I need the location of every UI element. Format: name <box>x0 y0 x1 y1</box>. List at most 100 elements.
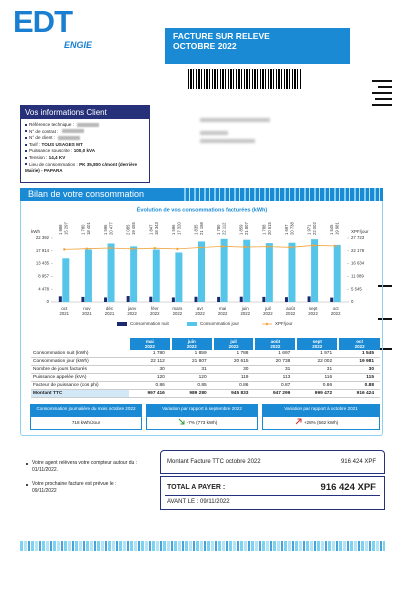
x-tick-label: févr <box>151 306 159 311</box>
cell: 0.86 <box>296 381 339 390</box>
y2-tick-label: 0 <box>351 299 354 304</box>
line-point <box>108 246 111 250</box>
brand: ENGIE <box>64 40 93 50</box>
value-label: 1 988 <box>58 224 63 235</box>
row-label: Consommation jour (kWh) <box>31 357 129 366</box>
x-tick-year: 2022 <box>218 311 228 316</box>
client-field: Lieu de consommation : PK 35,800 c/mont … <box>25 162 145 175</box>
cell: 21 807 <box>170 357 213 366</box>
client-field: Tension : 14,4 KV <box>25 155 145 162</box>
value-label: 1 847 <box>148 224 153 235</box>
line-point <box>63 248 66 251</box>
column-month: juin <box>187 339 196 344</box>
mark <box>372 92 392 94</box>
column-month: sept <box>312 339 322 344</box>
y2-tick-label: 5 545 <box>351 286 362 291</box>
cell: 20 738 <box>254 357 297 366</box>
note: Votre agent relèvera votre compteur auto… <box>26 460 142 474</box>
bar <box>81 296 85 302</box>
cell: 1 780 <box>129 350 171 358</box>
value-label: 20 738 <box>289 222 294 235</box>
mark <box>372 80 392 82</box>
indicator-title: Consommation journalière du mois octobre… <box>31 405 141 417</box>
down-arrow <box>178 418 185 425</box>
table-row: Consommation nuit (kWh) 1 780 1 859 1 788 1 … <box>31 350 380 358</box>
x-tick-year: 2021 <box>82 311 92 316</box>
bar <box>107 243 115 302</box>
value-label: 1 788 <box>261 224 266 235</box>
bar <box>333 244 341 302</box>
y2-tick-label: 16 634 <box>351 261 365 266</box>
cell: 31 <box>170 365 213 374</box>
mark <box>378 348 392 350</box>
indicator: Variation par rapport à septembre 2022 -… <box>146 404 258 430</box>
y2-axis-label: XPF/jour <box>351 229 369 234</box>
legend-label: Consommation nuit <box>130 321 170 326</box>
field-value: PK 35,800 c/mont (derrière Mairie) - PAP… <box>25 161 138 174</box>
bar <box>104 297 108 302</box>
header-box: FACTURE SUR RELEVE OCTOBRE 2022 <box>165 28 350 64</box>
line-point <box>153 247 156 250</box>
cell: 30 <box>212 365 255 374</box>
value-label: 1 596 <box>103 224 108 235</box>
bar <box>149 296 153 302</box>
x-tick-label: mars <box>172 306 183 311</box>
cell: 0.86 <box>212 381 255 390</box>
x-tick-label: déc <box>106 306 114 311</box>
x-tick-year: 2022 <box>195 311 205 316</box>
barcode <box>188 69 302 89</box>
history-table: mai 2022 juin 2022 juil 2022 août 2022 sept 2022 o… <box>30 338 380 398</box>
line-point <box>311 244 315 247</box>
value-label: 22 002 <box>312 222 317 235</box>
cell: 30 <box>338 365 380 374</box>
column-header: mai 2022 <box>128 338 171 350</box>
bullet <box>25 156 27 159</box>
cell: 947 299 <box>254 389 297 398</box>
amount-label: Montant Facture TTC octobre 2022 <box>167 459 261 465</box>
value-label: 1 545 <box>329 224 334 235</box>
cell: 31 <box>296 365 339 374</box>
y-tick-label: 8 957 <box>38 274 49 279</box>
x-tick-label: août <box>286 306 296 311</box>
value-label: 15 297 <box>63 222 68 235</box>
value-label: 2 085 <box>126 224 131 235</box>
indicator-value: -7% (773 kWh) <box>186 420 218 425</box>
line-point <box>198 246 202 249</box>
value-label: 19 455 <box>131 222 136 235</box>
redacted-address <box>200 139 255 143</box>
field-label: N° de client : <box>29 135 56 141</box>
cell: 916 424 <box>338 389 380 398</box>
redacted <box>58 135 81 140</box>
doc-period: OCTOBRE 2022 <box>173 41 237 51</box>
client-box: Vos informations Client Référence techni… <box>20 105 150 183</box>
client-field: N° de contrat : <box>25 129 145 136</box>
column-month: mai <box>146 339 154 344</box>
bar <box>194 296 198 302</box>
cell: 22 112 <box>129 357 171 366</box>
column-year: 2022 <box>144 344 155 349</box>
x-tick-label: avr <box>197 306 204 311</box>
x-tick-label: mai <box>219 306 226 311</box>
bullet <box>25 143 27 146</box>
redacted-address <box>200 131 228 135</box>
value-label: 1 780 <box>216 224 221 235</box>
cell: 0.86 <box>129 381 171 390</box>
bar <box>288 242 296 302</box>
client-fields: Référence technique : N° de contrat : N°… <box>21 119 149 178</box>
cell: 116 <box>296 373 339 382</box>
row-label: Nombre de jours facturés <box>31 365 129 374</box>
bar <box>198 241 205 302</box>
field-label: Tarif : <box>29 141 41 147</box>
mark <box>372 104 392 106</box>
field-value: 100,0 kVA <box>73 148 96 154</box>
client-title: Vos informations Client <box>21 106 149 119</box>
bullet <box>25 130 27 133</box>
bar <box>307 296 311 302</box>
value-label: 1 697 <box>284 224 289 235</box>
mark <box>378 318 392 320</box>
x-tick-label: oct <box>61 306 68 311</box>
y2-tick-label: 27 723 <box>351 235 365 240</box>
value-label: 21 198 <box>199 222 204 235</box>
bar <box>311 239 319 302</box>
